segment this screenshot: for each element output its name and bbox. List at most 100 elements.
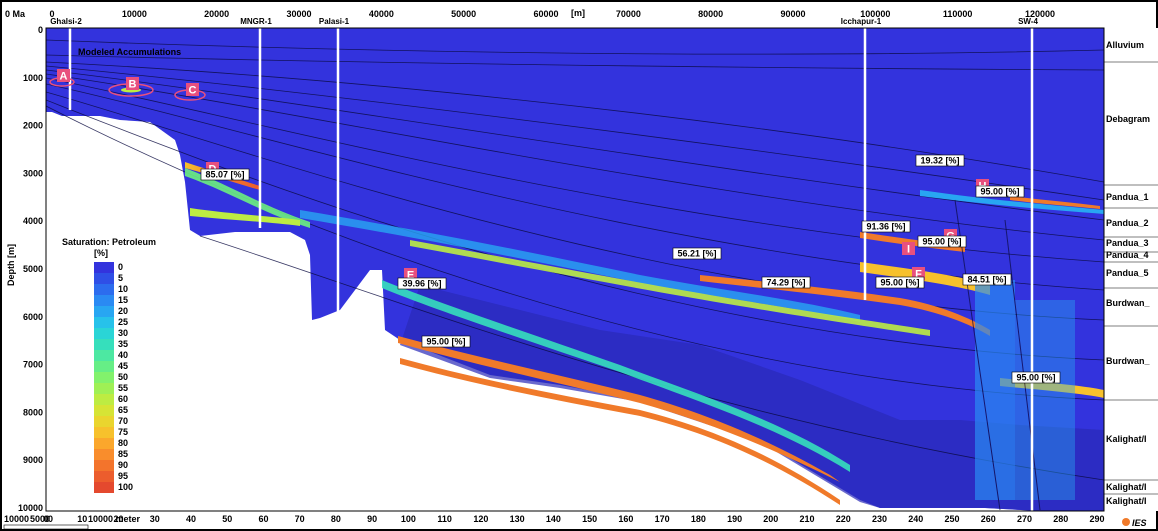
scale-bar-label: 0	[48, 514, 53, 524]
legend-value: 55	[118, 383, 128, 393]
bottom-axis-tick: 0	[43, 514, 48, 524]
legend-value: 15	[118, 295, 128, 305]
saturation-label-box	[1011, 371, 1061, 384]
bottom-axis-tick: 180	[691, 514, 706, 524]
formation-label: Pandua_3	[1106, 238, 1149, 248]
legend-swatch	[94, 460, 114, 471]
accumulation-letter: C	[189, 85, 197, 97]
saturation-label-box	[761, 276, 811, 289]
accumulation-letter: F	[915, 269, 922, 281]
legend-swatch	[94, 328, 114, 339]
legend-value: 85	[118, 449, 128, 459]
legend-swatch	[94, 306, 114, 317]
bottom-axis-tick: 140	[546, 514, 561, 524]
formation-label: Burdwan_	[1106, 356, 1151, 366]
saturation-label: 95.00 [%]	[426, 337, 465, 347]
saturation-label: 84.51 [%]	[967, 275, 1006, 285]
legend-value: 50	[118, 372, 128, 382]
acc-e-bed	[398, 336, 840, 482]
legend-swatch	[94, 361, 114, 372]
legend-swatch	[94, 416, 114, 427]
saturation-label: 95.00 [%]	[922, 237, 961, 247]
formation-label: Pandua_5	[1106, 268, 1149, 278]
bottom-axis-tick: 30	[150, 514, 160, 524]
well-name-label: Palasi-1	[319, 17, 350, 26]
saturation-label-box	[200, 168, 250, 181]
bottom-axis-tick: 130	[510, 514, 525, 524]
saturation-label-box	[975, 185, 1025, 198]
formation-label: Kalighat/I	[1106, 496, 1147, 506]
saturation-label: 74.29 [%]	[766, 278, 805, 288]
legend-swatch	[94, 383, 114, 394]
saturation-label-box	[421, 335, 471, 348]
legend-value: 75	[118, 427, 128, 437]
scale-bar-label: 5000	[30, 514, 50, 524]
bottom-axis-tick: 190	[727, 514, 742, 524]
bottom-axis-tick: 120	[473, 514, 488, 524]
bottom-axis-tick: 200	[763, 514, 778, 524]
saturation-label: 91.36 [%]	[866, 222, 905, 232]
fault-zone	[954, 199, 1075, 511]
saturation-label-box	[861, 220, 911, 233]
accumulation-letter: I	[907, 244, 910, 256]
bottom-axis-tick: 270	[1017, 514, 1032, 524]
age-label: 0 Ma	[5, 9, 26, 19]
legend-value: 35	[118, 339, 128, 349]
acc-e2-bed	[400, 358, 840, 505]
legend-swatch	[94, 284, 114, 295]
saturation-label: 39.96 [%]	[402, 279, 441, 289]
depth-axis-tick: 2000	[23, 121, 43, 131]
legend-value: 45	[118, 361, 128, 371]
saturation-label-box	[917, 235, 967, 248]
top-axis-tick: 120000	[1025, 9, 1055, 19]
legend-swatch	[94, 482, 114, 493]
well-name-label: Ghalsi-2	[50, 17, 82, 26]
top-axis-tick: 80000	[698, 9, 723, 19]
top-axis-tick: 90000	[780, 9, 805, 19]
bottom-axis-tick: 220	[836, 514, 851, 524]
saturation-label: 19.32 [%]	[920, 156, 959, 166]
formation-label: Pandua_1	[1106, 192, 1149, 202]
depth-axis-tick: 10000	[18, 503, 43, 513]
legend-swatch	[94, 438, 114, 449]
legend-swatch	[94, 295, 114, 306]
legend-value: 100	[118, 482, 133, 492]
depth-axis-tick: 7000	[23, 360, 43, 370]
scale-bar-label: 10000	[4, 514, 29, 524]
legend-swatch	[94, 449, 114, 460]
legend-value: 20	[118, 306, 128, 316]
bottom-axis-tick: 280	[1053, 514, 1068, 524]
scale-bar-label: 10000 meter	[88, 514, 141, 524]
basement-layer	[400, 285, 1104, 511]
bottom-axis-tick: 150	[582, 514, 597, 524]
accumulation-letter-box	[186, 83, 199, 96]
top-axis-tick: 10000	[122, 9, 147, 19]
bottom-axis-tick: 10	[77, 514, 87, 524]
saturation-label: 85.07 [%]	[205, 170, 244, 180]
top-axis-tick: 20000	[204, 9, 229, 19]
saturation-label: 95.00 [%]	[980, 187, 1019, 197]
legend-value: 95	[118, 471, 128, 481]
formation-label: Pandua_2	[1106, 218, 1149, 228]
legend-value: 80	[118, 438, 128, 448]
well-lines	[68, 28, 1034, 511]
depth-axis-tick: 5000	[23, 264, 43, 274]
saturation-label-box	[397, 277, 447, 290]
ies-logo-icon	[1122, 518, 1130, 526]
distance-unit: [m]	[571, 8, 585, 18]
formation-label: Kalighat/I	[1106, 482, 1147, 492]
saturation-label-box	[915, 154, 965, 167]
legend-value: 5	[118, 273, 123, 283]
modeled-accumulations-label: Modeled Accumulations	[78, 47, 181, 57]
legend-swatch	[94, 372, 114, 383]
depth-axis-tick: 3000	[23, 168, 43, 178]
top-axis-tick: 40000	[369, 9, 394, 19]
formation-label: Pandua_4	[1106, 250, 1149, 260]
bottom-axis-tick: 210	[800, 514, 815, 524]
well-name-label: Icchapur-1	[841, 17, 882, 26]
bottom-axis-tick: 70	[295, 514, 305, 524]
legend-swatch	[94, 471, 114, 482]
legend-swatch	[94, 262, 114, 273]
legend-swatch	[94, 350, 114, 361]
bottom-axis-tick: 50	[222, 514, 232, 524]
